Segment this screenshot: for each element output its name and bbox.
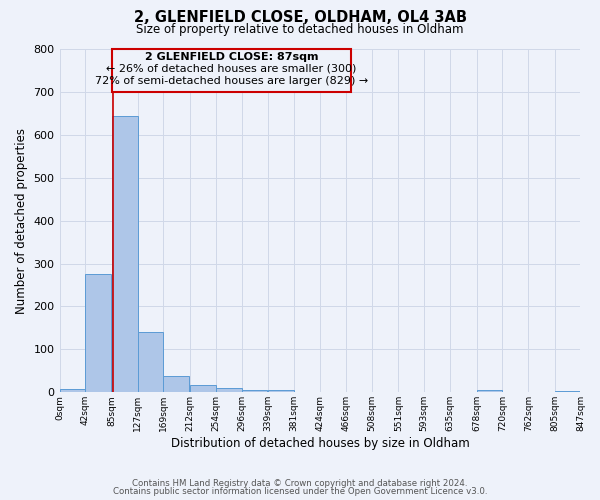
Text: 2, GLENFIELD CLOSE, OLDHAM, OL4 3AB: 2, GLENFIELD CLOSE, OLDHAM, OL4 3AB xyxy=(133,10,467,25)
Bar xyxy=(163,376,190,392)
Bar xyxy=(268,390,294,392)
Bar xyxy=(476,390,502,392)
Bar xyxy=(190,384,216,392)
Text: ← 26% of detached houses are smaller (300): ← 26% of detached houses are smaller (30… xyxy=(106,64,356,74)
Y-axis label: Number of detached properties: Number of detached properties xyxy=(15,128,28,314)
FancyBboxPatch shape xyxy=(112,49,351,92)
X-axis label: Distribution of detached houses by size in Oldham: Distribution of detached houses by size … xyxy=(170,437,469,450)
Bar xyxy=(242,390,268,392)
Text: 2 GLENFIELD CLOSE: 87sqm: 2 GLENFIELD CLOSE: 87sqm xyxy=(145,52,318,62)
Bar xyxy=(137,332,163,392)
Bar xyxy=(112,116,137,392)
Text: Size of property relative to detached houses in Oldham: Size of property relative to detached ho… xyxy=(136,22,464,36)
Text: Contains HM Land Registry data © Crown copyright and database right 2024.: Contains HM Land Registry data © Crown c… xyxy=(132,478,468,488)
Bar xyxy=(85,274,111,392)
Text: 72% of semi-detached houses are larger (829) →: 72% of semi-detached houses are larger (… xyxy=(95,76,368,86)
Bar xyxy=(59,389,85,392)
Bar xyxy=(216,388,242,392)
Text: Contains public sector information licensed under the Open Government Licence v3: Contains public sector information licen… xyxy=(113,487,487,496)
